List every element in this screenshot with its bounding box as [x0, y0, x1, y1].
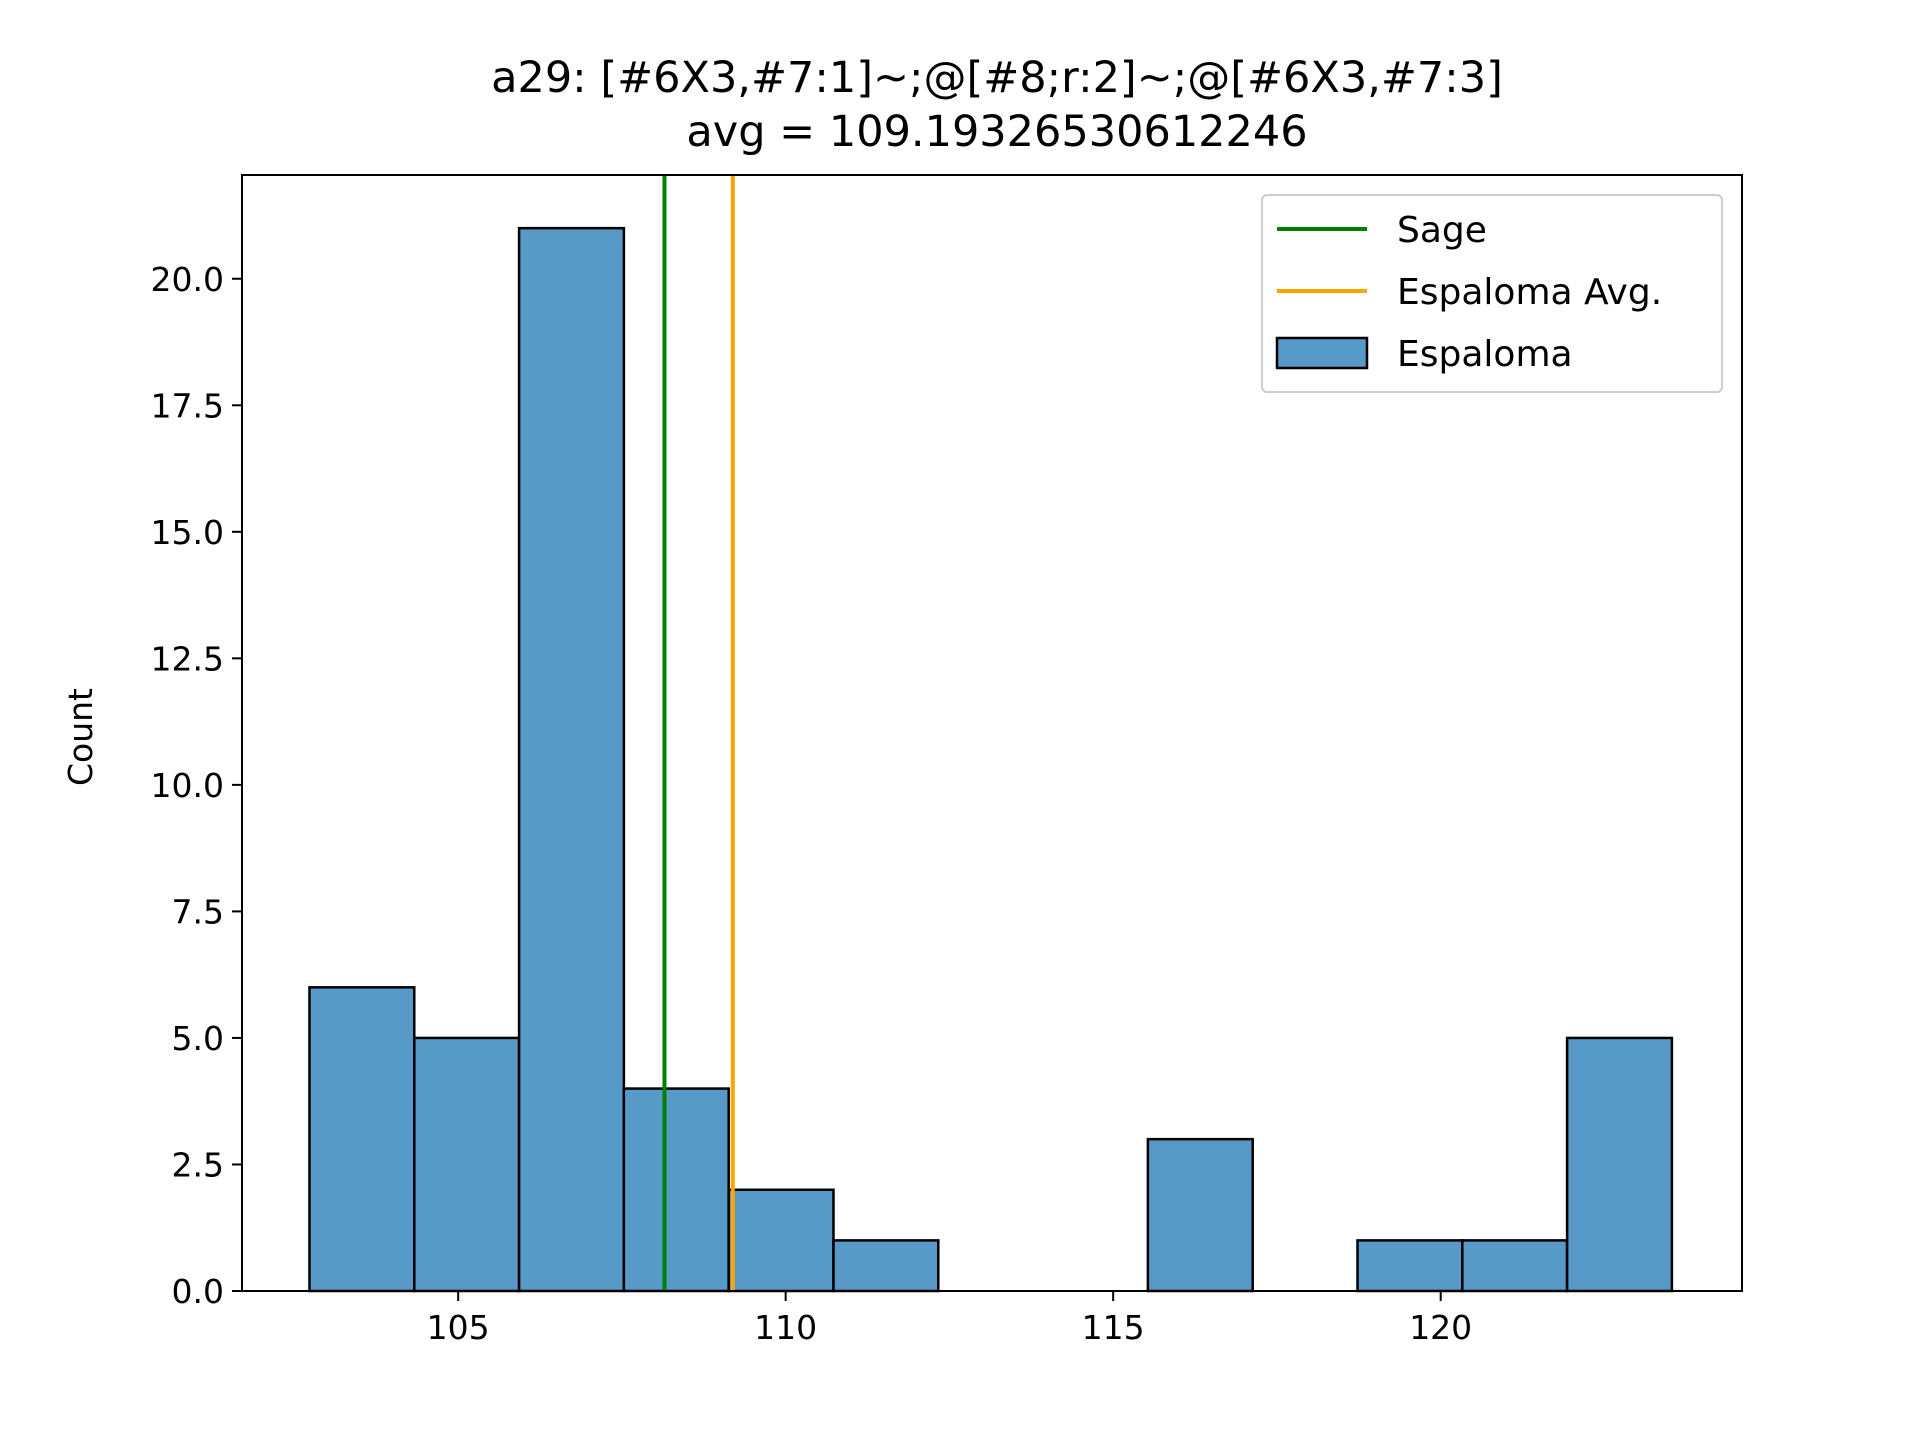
- histogram-bar: [308, 986, 416, 1293]
- histogram-bar: [1146, 1137, 1254, 1293]
- chart-title-line2: avg = 109.19326530612246: [686, 107, 1307, 157]
- legend-box: [1261, 194, 1723, 393]
- legend-label-espaloma-avg: Espaloma Avg.: [1397, 272, 1662, 313]
- x-tick-label: 110: [754, 1308, 817, 1347]
- bars-layer: [308, 226, 1674, 1293]
- x-tick-label: 120: [1409, 1308, 1472, 1347]
- y-tick-label: 15.0: [151, 513, 224, 552]
- y-tick-label: 7.5: [172, 892, 224, 931]
- legend: Sage Espaloma Avg. Espaloma: [1261, 194, 1723, 393]
- histogram-bar: [413, 1036, 521, 1293]
- histogram-bar: [832, 1239, 940, 1293]
- x-tick-label: 105: [427, 1308, 490, 1347]
- histogram-bar: [727, 1188, 835, 1293]
- y-tick-label: 2.5: [172, 1145, 224, 1184]
- plot-frame: [241, 174, 1743, 1292]
- x-axis-ticks: 105 110 115 120: [427, 1291, 1472, 1347]
- legend-swatch-espaloma: [1275, 336, 1369, 370]
- legend-label-sage: Sage: [1397, 210, 1487, 251]
- histogram-bar: [622, 1087, 730, 1293]
- y-tick-label: 17.5: [151, 386, 224, 425]
- chart-title-line1: a29: [#6X3,#7:1]~;@[#8;r:2]~;@[#6X3,#7:3…: [491, 53, 1503, 103]
- x-tick-label: 115: [1082, 1308, 1145, 1347]
- vlines-layer: [662, 175, 735, 1291]
- histogram-bar: [1565, 1036, 1674, 1293]
- histogram-bar: [1356, 1239, 1464, 1293]
- histogram-bar: [1461, 1239, 1569, 1293]
- y-tick-label: 0.0: [172, 1272, 224, 1311]
- y-axis-ticks: 0.0 2.5 5.0 7.5 10.0 12.5 15.0 17.5 20.0: [151, 260, 242, 1311]
- y-tick-label: 20.0: [151, 260, 224, 299]
- y-axis-label: Count: [61, 688, 100, 786]
- y-tick-label: 12.5: [151, 639, 224, 678]
- y-tick-label: 10.0: [151, 766, 224, 805]
- y-tick-label: 5.0: [172, 1019, 224, 1058]
- legend-label-espaloma: Espaloma: [1397, 334, 1573, 375]
- histogram-bar: [517, 226, 626, 1293]
